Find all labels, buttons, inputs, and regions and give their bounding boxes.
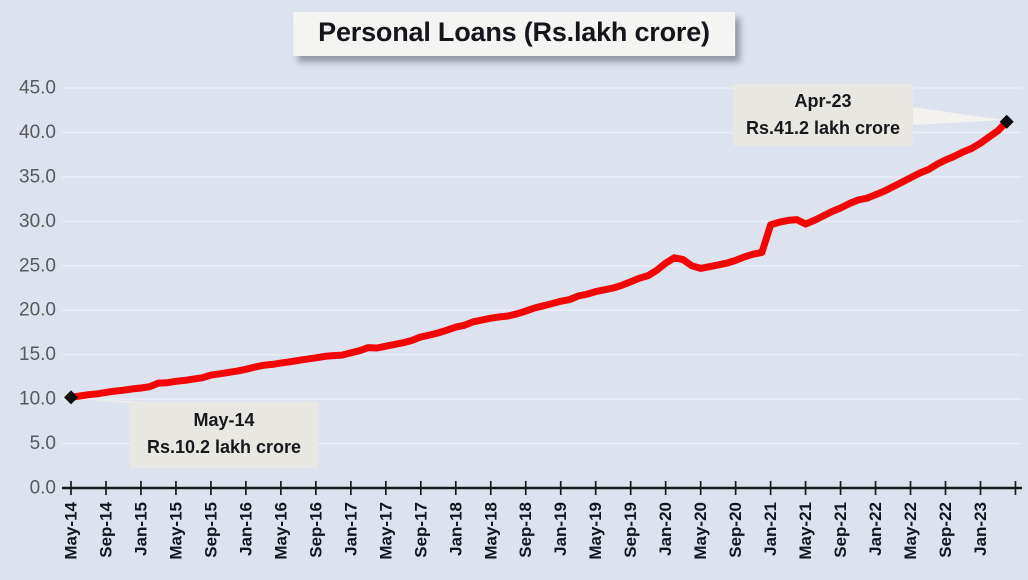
annotation-apr23-pointer: [912, 107, 1003, 125]
x-tick-label: Jan-17: [341, 502, 360, 556]
annotation-apr23-value: Rs.41.2 lakh crore: [745, 118, 901, 138]
x-tick-label: Sep-19: [621, 502, 640, 558]
annotation-may14-date: May-14: [193, 410, 255, 430]
annotation-may14: May-14 Rs.10.2 lakh crore: [130, 402, 318, 468]
data-point-marker-end: [999, 114, 1014, 129]
chart-title: Personal Loans (Rs.lakh crore): [293, 12, 735, 56]
y-tick-label: 5.0: [30, 433, 56, 454]
loans-trend-line: [67, 118, 1011, 401]
annotation-apr23-date: Apr-23: [794, 91, 852, 111]
x-tick-label: May-20: [691, 502, 710, 560]
x-tick-label: Jan-20: [656, 502, 675, 556]
x-tick-label: May-21: [796, 502, 815, 560]
x-tick-label: Jan-23: [971, 502, 990, 556]
x-tick-label: Jan-19: [551, 502, 570, 556]
x-tick-label: Sep-16: [306, 502, 325, 558]
annotation-apr23: Apr-23 Rs.41.2 lakh crore: [733, 84, 913, 146]
x-tick-label: May-15: [166, 502, 185, 560]
x-tick-label: Jan-21: [761, 502, 780, 556]
x-tick-label: May-14: [62, 501, 81, 559]
y-tick-label: 20.0: [19, 300, 56, 321]
x-tick-label: Sep-20: [726, 502, 745, 558]
x-tick-label: May-22: [901, 502, 920, 560]
y-tick-label: 45.0: [19, 78, 56, 99]
y-tick-label: 0.0: [30, 478, 56, 499]
x-axis-labels: May-14 Sep-14 Jan-15 May-15 Sep-15 Jan-16 May-…: [62, 501, 990, 559]
x-axis-ticks: [70, 481, 1017, 495]
x-tick-label: Sep-21: [831, 502, 850, 558]
y-tick-label: 10.0: [19, 389, 56, 410]
x-tick-label: Sep-22: [936, 502, 955, 558]
x-tick-label: Sep-17: [411, 502, 430, 558]
x-tick-label: Jan-18: [446, 502, 465, 556]
x-tick-label: Jan-22: [866, 502, 885, 556]
x-tick-label: Sep-18: [516, 502, 535, 558]
annotation-may14-value: Rs.10.2 lakh crore: [146, 437, 302, 457]
x-tick-label: Jan-16: [236, 502, 255, 556]
y-tick-label: 40.0: [19, 122, 56, 143]
x-tick-label: Sep-14: [96, 501, 115, 557]
y-tick-label: 25.0: [19, 255, 56, 276]
y-tick-label: 15.0: [19, 344, 56, 365]
y-tick-label: 30.0: [19, 211, 56, 232]
x-tick-label: May-19: [586, 502, 605, 560]
data-point-marker-start: [64, 390, 78, 405]
x-tick-label: Sep-15: [201, 502, 220, 558]
y-axis-labels: 0.0 5.0 10.0 15.0 20.0 25.0 30.0 35.0 40.0 45.0: [19, 78, 56, 499]
x-tick-label: May-16: [271, 502, 290, 560]
x-tick-label: May-18: [481, 502, 500, 560]
x-tick-label: May-17: [376, 502, 395, 560]
y-tick-label: 35.0: [19, 166, 56, 187]
x-tick-label: Jan-15: [131, 502, 150, 556]
